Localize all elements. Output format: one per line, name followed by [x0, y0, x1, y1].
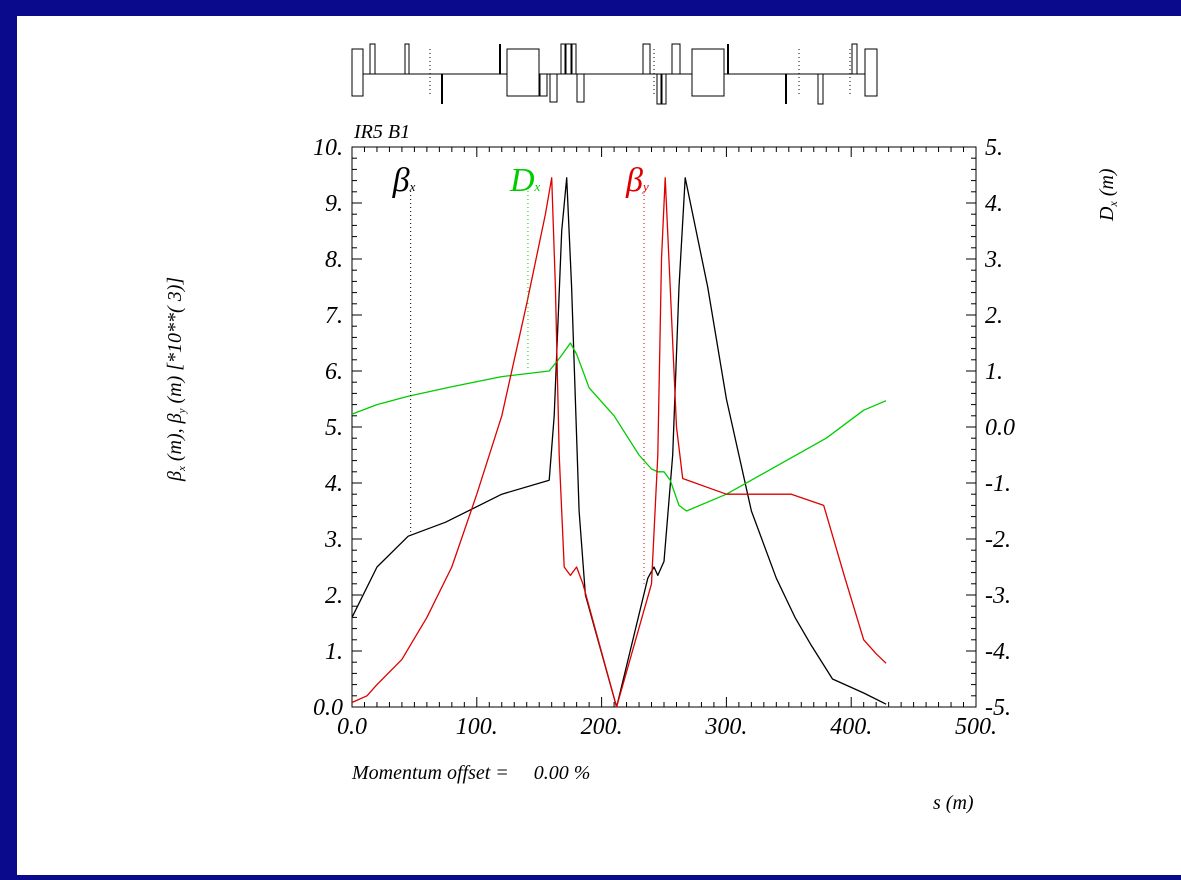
y-left-tick-label: 4.: [325, 471, 343, 497]
x-tick-label: 500.: [955, 714, 997, 740]
y-left-label-part: (m),: [164, 423, 186, 466]
y-right-tick-label: -1.: [985, 471, 1011, 497]
lattice-element: [560, 43, 566, 75]
momentum-offset-annotation: Momentum offset = 0.00 %: [351, 762, 590, 784]
x-tick-label: 100.: [456, 714, 498, 740]
axis-ticks: [351, 146, 977, 708]
y-right-tick-label: 5.: [985, 135, 1003, 161]
y-right-tick-label: 1.: [985, 359, 1003, 385]
x-tick-label: 0.0: [337, 714, 367, 740]
y-right-tick-label: -4.: [985, 639, 1011, 665]
y-right-tick-label: 3.: [984, 247, 1003, 273]
lattice-element: [351, 48, 364, 97]
series-line-βy: [351, 177, 887, 708]
y-axis-right-label: Dx (m): [1096, 168, 1120, 222]
plot-frame: 0.0 100. 200. 300. 400. 500. 0.0 1. 2. 3. 4. 5. 6. 7…: [17, 16, 1181, 875]
series-line-βx: [351, 177, 887, 708]
chart-title: IR5 B1: [353, 121, 410, 143]
y-left-tick-label: 5.: [325, 415, 343, 441]
y-right-tick-label: 4.: [985, 191, 1003, 217]
y-left-tick-label: 10.: [313, 135, 343, 161]
lattice-element: [576, 73, 585, 103]
y-left-tick-label: 1.: [325, 639, 343, 665]
x-tick-label: 200.: [581, 714, 623, 740]
series-label: βx: [392, 162, 416, 199]
series-label-name: D: [509, 162, 535, 199]
plot-area: [351, 146, 977, 708]
y-left-label-part: [*10**( 3)]: [164, 277, 186, 376]
series-labels: βx Dx βy: [392, 162, 649, 584]
y-left-label-subscript: x: [176, 466, 188, 472]
y-left-tick-label: 9.: [325, 191, 343, 217]
y-left-tick-label: 8.: [325, 247, 343, 273]
series-label-name: β: [625, 162, 643, 199]
lattice-element: [404, 43, 410, 75]
lattice-element: [851, 43, 858, 75]
lattice-element: [539, 73, 548, 97]
lattice-element: [864, 48, 878, 97]
lattice-element: [571, 43, 577, 75]
y-right-tick-label: 0.0: [985, 415, 1015, 441]
lattice-element: [661, 73, 667, 105]
lattice-element: [565, 43, 572, 75]
y-right-tick-label: -2.: [985, 527, 1011, 553]
x-tick-labels: 0.0 100. 200. 300. 400. 500.: [337, 714, 997, 740]
y-left-label-part: (m): [164, 375, 186, 408]
y-right-tick-labels: -5. -4. -3. -2. -1. 0.0 1. 2. 3. 4. 5.: [984, 135, 1015, 721]
x-axis-label: s (m): [933, 792, 974, 814]
y-left-tick-label: 0.0: [313, 695, 343, 721]
series-label-name: β: [392, 162, 410, 199]
lattice-element: [656, 73, 662, 105]
lattice-element: [817, 73, 824, 105]
y-axis-left-label: βx (m), βy (m) [*10**( 3)]: [164, 277, 188, 482]
y-left-tick-labels: 0.0 1. 2. 3. 4. 5. 6. 7. 8. 9. 10.: [313, 135, 343, 721]
y-left-label-part: β: [164, 471, 186, 482]
y-left-label-part: β: [164, 413, 186, 424]
y-right-tick-label: -5.: [985, 695, 1011, 721]
series-label-sub: x: [534, 179, 541, 194]
y-left-tick-label: 6.: [325, 359, 343, 385]
series-label-sub: y: [641, 179, 649, 194]
lattice-element: [549, 73, 558, 103]
y-left-tick-label: 7.: [325, 303, 343, 329]
lattice-element: [671, 43, 681, 75]
y-left-tick-label: 2.: [325, 583, 343, 609]
lattice-element: [642, 43, 651, 75]
y-left-tick-label: 3.: [324, 527, 343, 553]
y-right-tick-label: 2.: [985, 303, 1003, 329]
y-left-label-subscript: y: [176, 408, 188, 414]
series-line-Dx: [351, 342, 887, 512]
lattice-element: [369, 43, 376, 75]
series-label-sub: x: [409, 179, 416, 194]
optics-chart: 0.0 100. 200. 300. 400. 500. 0.0 1. 2. 3. 4. 5. 6. 7…: [164, 43, 1120, 814]
lattice-element-strip: [351, 43, 878, 105]
series-label: βy: [625, 162, 649, 199]
y-right-tick-label: -3.: [985, 583, 1011, 609]
x-tick-label: 400.: [830, 714, 872, 740]
series-label: Dx: [509, 162, 541, 199]
series-lines: [351, 177, 887, 708]
lattice-element: [691, 48, 725, 97]
lattice-element: [506, 48, 540, 97]
x-tick-label: 300.: [704, 714, 747, 740]
